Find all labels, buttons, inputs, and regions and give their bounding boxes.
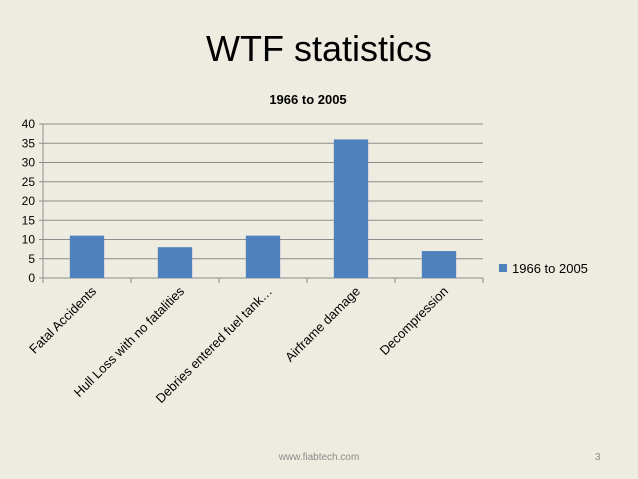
bar [69, 235, 105, 278]
legend-label: 1966 to 2005 [512, 261, 588, 276]
bar [421, 251, 457, 278]
y-tick-label: 0 [28, 271, 35, 285]
x-tick-label: Airframe damage [282, 284, 363, 365]
page-number: 3 [595, 452, 601, 463]
y-axis-ticks: 0 5 10 15 20 25 30 35 40 [22, 117, 43, 285]
y-tick-label: 30 [22, 156, 36, 170]
legend-swatch [499, 264, 507, 272]
bar [157, 247, 193, 278]
chart-title: 1966 to 2005 [269, 92, 346, 107]
legend: 1966 to 2005 [499, 261, 588, 276]
x-tick-label: Decompression [377, 284, 451, 358]
bar [245, 235, 281, 278]
y-tick-label: 20 [22, 194, 36, 208]
y-tick-label: 10 [22, 233, 36, 247]
y-tick-label: 35 [22, 136, 36, 150]
y-tick-label: 15 [22, 213, 36, 227]
bar [333, 139, 369, 278]
footer-url: www.fiabtech.com [278, 452, 360, 463]
x-tick-label: Fatal Accidents [26, 283, 99, 356]
y-tick-label: 25 [22, 175, 36, 189]
y-tick-label: 40 [22, 117, 36, 131]
y-tick-label: 5 [28, 252, 35, 266]
bars [69, 139, 457, 278]
slide-title: WTF statistics [206, 28, 432, 69]
